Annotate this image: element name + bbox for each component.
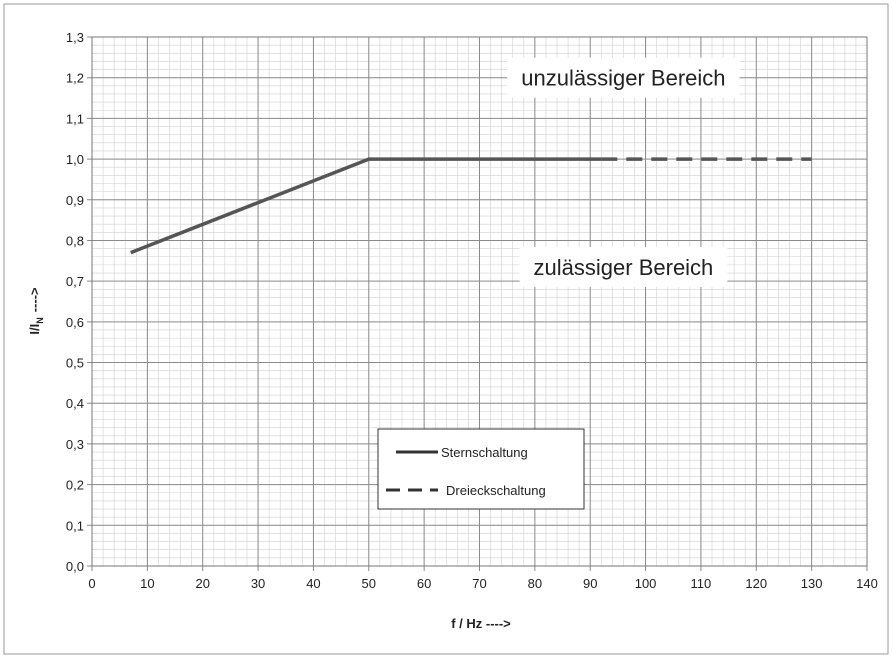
y-axis-ticks: 0,0 0,1 0,2 0,3 0,4 0,5 0,6 0,7 0,8 0,9 1,0 1,1 1,2 1…: [66, 30, 84, 574]
zulaessig-label-box: [519, 246, 728, 287]
y-tick-label: 0,1: [66, 518, 84, 533]
y-axis-label-main: I/I: [27, 324, 42, 335]
x-tick-label: 10: [140, 576, 154, 591]
y-tick-label: 1,0: [66, 152, 84, 167]
y-axis-label-tail: ---->: [27, 287, 42, 312]
zulaessig-region-label: zulässiger Bereich: [534, 255, 714, 280]
x-tick-label: 50: [362, 576, 376, 591]
plot-area-frame: [91, 36, 868, 567]
y-tick-label: 0,6: [66, 315, 84, 330]
series-line-sternschaltung: [130, 157, 602, 255]
y-tick-label: 1,2: [66, 71, 84, 86]
y-tick-label: 0,8: [66, 233, 84, 248]
y-tick-label: 0,9: [66, 193, 84, 208]
y-tick-label: 1,3: [66, 30, 84, 45]
y-tick-label: 0,2: [66, 478, 84, 493]
y-axis-label-sub: N: [35, 317, 45, 324]
x-tick-label: 40: [306, 576, 320, 591]
legend: Sternschaltung Dreieckschaltung: [377, 428, 585, 510]
x-axis-ticks: 0 10 20 30 40 50 60 70 80 90 100 110 120 130 140: [88, 576, 877, 591]
x-tick-label: 110: [691, 576, 712, 591]
x-tick-label: 30: [251, 576, 265, 591]
x-tick-label: 130: [801, 576, 823, 591]
x-tick-label: 70: [472, 576, 486, 591]
unzulaessig-region-label: unzulässiger Bereich: [521, 66, 725, 91]
y-axis-label: I/IN ---->: [27, 287, 45, 335]
y-tick-label: 0,3: [66, 437, 84, 452]
y-tick-label: 0,7: [66, 274, 84, 289]
x-tick-label: 120: [745, 576, 767, 591]
series-layer: [130, 157, 812, 255]
unzulaessig-label-box: [507, 57, 740, 98]
y-tick-label: 0,0: [66, 559, 84, 574]
svg-text:I/IN---->: I/IN ---->: [27, 287, 45, 335]
y-tick-label: 1,1: [66, 111, 84, 126]
annotations: unzulässiger Bereich zulässiger Bereich: [507, 57, 740, 287]
x-tick-label: 100: [635, 576, 657, 591]
y-tick-label: 0,5: [66, 356, 84, 371]
legend-box: [377, 428, 585, 510]
y-tick-label: 0,4: [66, 396, 84, 411]
legend-label-dreieckschaltung: Dreieckschaltung: [446, 483, 546, 498]
x-tick-label: 20: [195, 576, 209, 591]
x-axis-label: f / Hz ---->: [451, 616, 511, 631]
x-tick-label: 140: [856, 576, 878, 591]
legend-label-sternschaltung: Sternschaltung: [441, 445, 528, 460]
x-tick-label: 90: [583, 576, 597, 591]
x-tick-label: 60: [417, 576, 431, 591]
x-tick-label: 0: [88, 576, 95, 591]
x-tick-label: 80: [528, 576, 542, 591]
